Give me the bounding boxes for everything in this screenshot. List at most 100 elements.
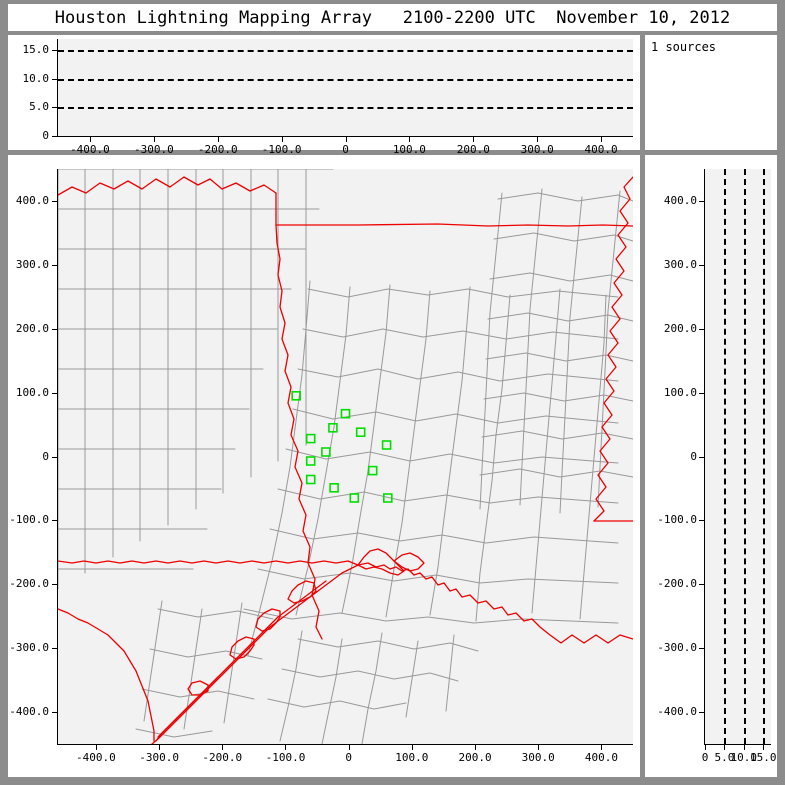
page-title: Houston Lightning Mapping Array 2100-220… xyxy=(54,7,731,28)
y-tick-label: 100.0 xyxy=(15,385,49,399)
y-tick-label: 300.0 xyxy=(663,257,697,271)
x-tick xyxy=(348,745,350,750)
x-tick-label: 100.0 xyxy=(392,143,426,156)
y-tick xyxy=(52,584,58,586)
y-tick-label: 0 xyxy=(42,129,49,142)
x-tick xyxy=(159,745,161,750)
x-tick xyxy=(537,137,539,142)
lma-station-marker xyxy=(305,456,316,466)
x-tick xyxy=(281,137,283,142)
gridline-horizontal xyxy=(58,78,633,81)
x-tick xyxy=(538,745,540,750)
y-tick-label: 0 xyxy=(690,449,697,463)
x-tick xyxy=(601,137,603,142)
time-height-panel[interactable]: 0 5.0 10.0 15.0 -400.0 -300.0 -200.0 -100.0 0 100… xyxy=(8,35,640,156)
title-bar: Houston Lightning Mapping Array 2100-220… xyxy=(8,4,777,31)
lma-station-marker xyxy=(329,482,339,493)
y-tick xyxy=(52,50,58,52)
y-tick-label: -200.0 xyxy=(657,577,697,591)
y-tick xyxy=(699,456,705,458)
y-tick xyxy=(699,584,705,586)
x-tick xyxy=(217,137,219,142)
x-tick-label: 400.0 xyxy=(584,143,618,156)
y-tick xyxy=(52,200,58,202)
y-tick xyxy=(699,520,705,522)
x-axis-line xyxy=(704,744,771,745)
y-tick-label: 10.0 xyxy=(22,71,50,85)
y-tick xyxy=(52,328,58,330)
x-tick xyxy=(95,745,97,750)
x-tick xyxy=(724,745,726,750)
gridline-vertical xyxy=(763,169,766,744)
x-tick-label: 300.0 xyxy=(520,143,554,156)
x-tick xyxy=(89,137,91,142)
y-tick-label: -300.0 xyxy=(657,641,697,655)
x-tick-label: -400.0 xyxy=(70,143,110,156)
x-tick-label: -200.0 xyxy=(197,143,238,156)
x-tick-label: 0 xyxy=(342,143,349,156)
lma-station-marker xyxy=(305,433,316,444)
y-tick xyxy=(52,107,58,109)
y-tick-label: 100.0 xyxy=(663,385,697,399)
time-height-plot-area[interactable] xyxy=(58,39,633,136)
y-tick xyxy=(52,392,58,394)
map-plot-area[interactable] xyxy=(58,169,633,744)
lma-station-marker xyxy=(382,493,393,503)
plan-view-map-panel[interactable]: -400.0 -300.0 -200.0 -100.0 0 100.0 200.0 300.0… xyxy=(8,155,640,777)
y-tick-label: 15.0 xyxy=(22,43,50,57)
x-tick xyxy=(705,745,706,750)
gridline-horizontal xyxy=(58,107,633,110)
y-tick-label: 400.0 xyxy=(663,193,697,207)
y-tick-label: 200.0 xyxy=(663,321,697,335)
x-tick-label: -100.0 xyxy=(265,751,306,764)
lma-station-marker xyxy=(340,408,351,419)
lma-station-marker xyxy=(321,447,331,457)
x-tick-label: -200.0 xyxy=(202,751,243,764)
y-tick xyxy=(52,78,58,80)
x-tick-label: 10.0 xyxy=(730,751,758,764)
x-tick-label: -400.0 xyxy=(76,751,116,764)
x-tick xyxy=(345,137,347,142)
source-count-legend-panel: 1 sources xyxy=(645,35,777,150)
x-tick xyxy=(763,745,765,750)
east-west-plot-area[interactable] xyxy=(705,169,771,744)
y-tick-label: -400.0 xyxy=(657,705,697,719)
lma-station-marker xyxy=(328,423,338,433)
y-tick xyxy=(52,520,58,522)
x-axis-line xyxy=(57,744,633,745)
gridline-horizontal xyxy=(58,50,633,53)
lma-station-marker xyxy=(367,465,378,476)
x-tick xyxy=(475,745,477,750)
gridline-vertical xyxy=(724,169,727,744)
x-tick xyxy=(743,745,745,750)
y-tick-label: -200.0 xyxy=(9,577,49,591)
x-tick-label: -100.0 xyxy=(261,143,302,156)
y-tick xyxy=(699,264,705,266)
y-tick-label: 200.0 xyxy=(15,321,49,335)
x-tick-label: 300.0 xyxy=(521,751,555,764)
state-and-coastline-boundaries xyxy=(58,176,633,744)
y-tick-label: 5.0 xyxy=(29,100,49,114)
east-west-projection-panel[interactable]: -400.0 -300.0 -200.0 -100.0 0 100.0 200.0 300.0… xyxy=(645,155,777,777)
x-tick xyxy=(473,137,475,142)
x-tick-label: -300.0 xyxy=(139,751,179,764)
x-axis-line xyxy=(57,136,633,137)
map-geography xyxy=(58,169,633,744)
y-tick xyxy=(52,456,58,458)
county-boundaries xyxy=(58,169,633,744)
lma-station-markers xyxy=(291,391,393,503)
gridline-vertical xyxy=(743,169,746,744)
lma-station-marker xyxy=(349,493,360,503)
y-tick xyxy=(699,392,705,394)
y-tick xyxy=(52,264,58,266)
y-tick xyxy=(699,200,705,202)
y-tick xyxy=(52,136,58,137)
y-tick xyxy=(52,712,58,714)
x-tick xyxy=(411,745,413,750)
source-count-label: 1 sources xyxy=(651,40,717,54)
x-tick-label: 5.0 xyxy=(714,751,735,764)
x-tick-label: 0 xyxy=(701,751,709,764)
lma-station-marker xyxy=(305,474,316,485)
y-tick-label: 400.0 xyxy=(15,193,49,207)
x-tick xyxy=(285,745,287,750)
